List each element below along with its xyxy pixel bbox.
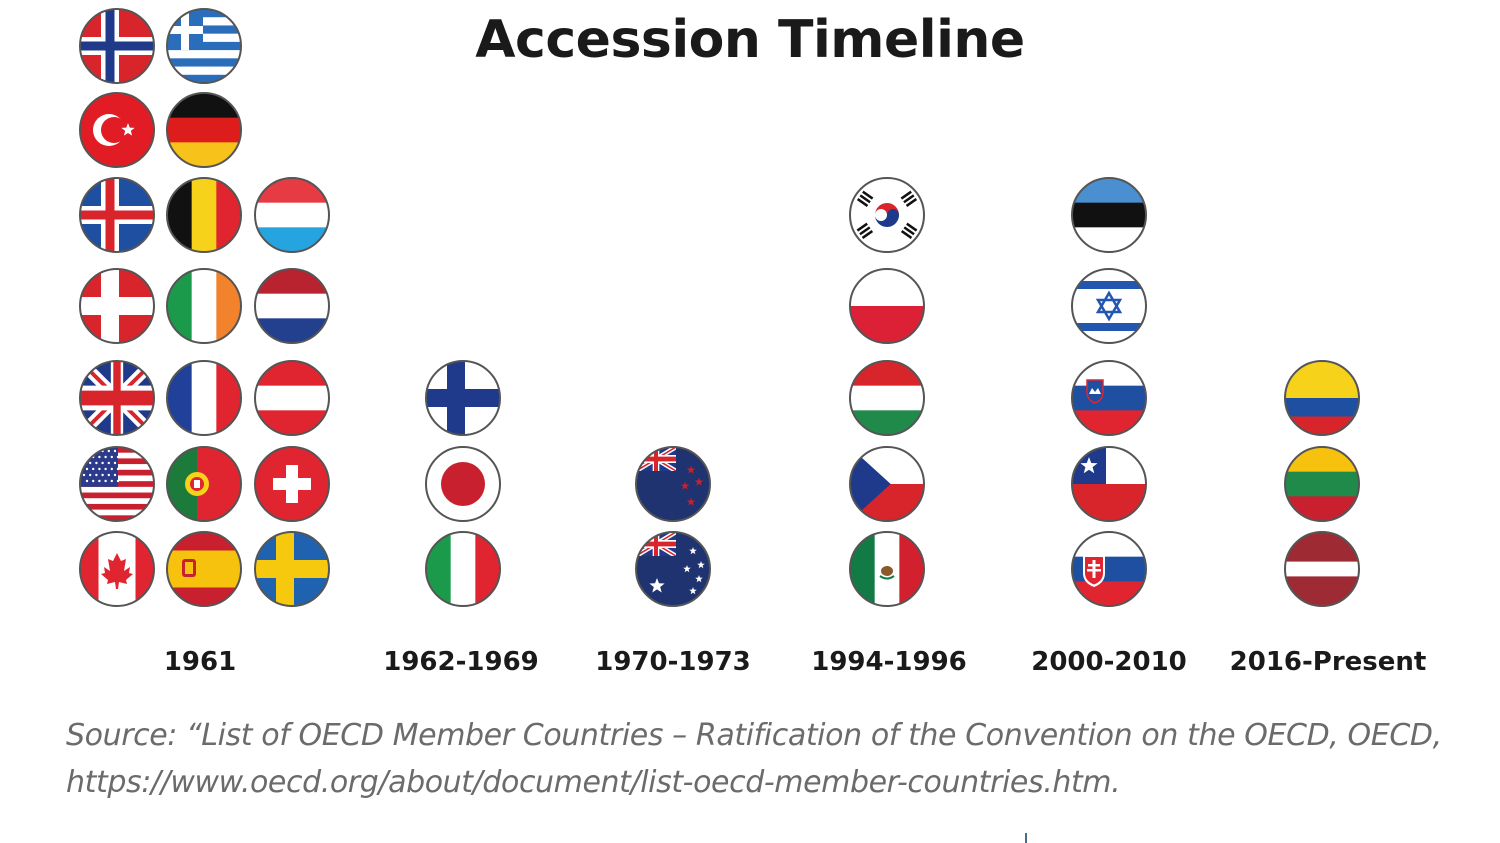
- australia-flag: [635, 531, 711, 607]
- category-label: 1994-1996: [811, 647, 967, 677]
- uk-flag: [79, 360, 155, 436]
- category-label: 1962-1969: [383, 647, 539, 677]
- slovakia-flag: [1071, 531, 1147, 607]
- czech-republic-flag: [849, 446, 925, 522]
- hungary-flag: [849, 360, 925, 436]
- japan-flag: [425, 446, 501, 522]
- belgium-flag: [166, 177, 242, 253]
- italy-flag: [425, 531, 501, 607]
- category-label: 2016-Present: [1230, 647, 1427, 677]
- source-line-2: https://www.oecd.org/about/document/list…: [66, 765, 1121, 800]
- portugal-flag: [166, 446, 242, 522]
- decorative-tick: [1025, 833, 1027, 843]
- canada-flag: [79, 531, 155, 607]
- source-line-1: Source: “List of OECD Member Countries –…: [66, 718, 1442, 753]
- lithuania-flag: [1284, 446, 1360, 522]
- israel-flag: [1071, 268, 1147, 344]
- finland-flag: [425, 360, 501, 436]
- switzerland-flag: [254, 446, 330, 522]
- germany-flag: [166, 92, 242, 168]
- accession-chart: 1961 1962-1969 1970-1973 1994-1996 2000-2010…: [79, 8, 1427, 677]
- luxembourg-flag: [254, 177, 330, 253]
- ireland-flag: [166, 268, 242, 344]
- latvia-flag: [1284, 531, 1360, 607]
- turkey-flag: [79, 92, 155, 168]
- category-labels: 1961 1962-1969 1970-1973 1994-1996 2000-2010…: [164, 647, 1427, 677]
- iceland-flag: [79, 177, 155, 253]
- estonia-flag: [1071, 177, 1147, 253]
- poland-flag: [849, 268, 925, 344]
- france-flag: [166, 360, 242, 436]
- denmark-flag: [79, 268, 155, 344]
- norway-flag: [79, 8, 155, 84]
- slovenia-flag: [1071, 360, 1147, 436]
- netherlands-flag: [254, 268, 330, 344]
- category-label: 1961: [164, 647, 236, 677]
- greece-flag: [166, 8, 242, 84]
- new-zealand-flag: [635, 446, 711, 522]
- chart-title: Accession Timeline: [475, 10, 1025, 70]
- usa-flag: [79, 446, 155, 522]
- spain-flag: [166, 531, 242, 607]
- mexico-flag: [849, 531, 925, 607]
- flags-layer: [79, 8, 1360, 607]
- south-korea-flag: [849, 177, 925, 253]
- colombia-flag: [1284, 360, 1360, 436]
- sweden-flag: [254, 531, 330, 607]
- category-label: 1970-1973: [595, 647, 751, 677]
- austria-flag: [254, 360, 330, 436]
- category-label: 2000-2010: [1031, 647, 1187, 677]
- chile-flag: [1071, 446, 1147, 522]
- source-note: Source: “List of OECD Member Countries –…: [66, 712, 1466, 806]
